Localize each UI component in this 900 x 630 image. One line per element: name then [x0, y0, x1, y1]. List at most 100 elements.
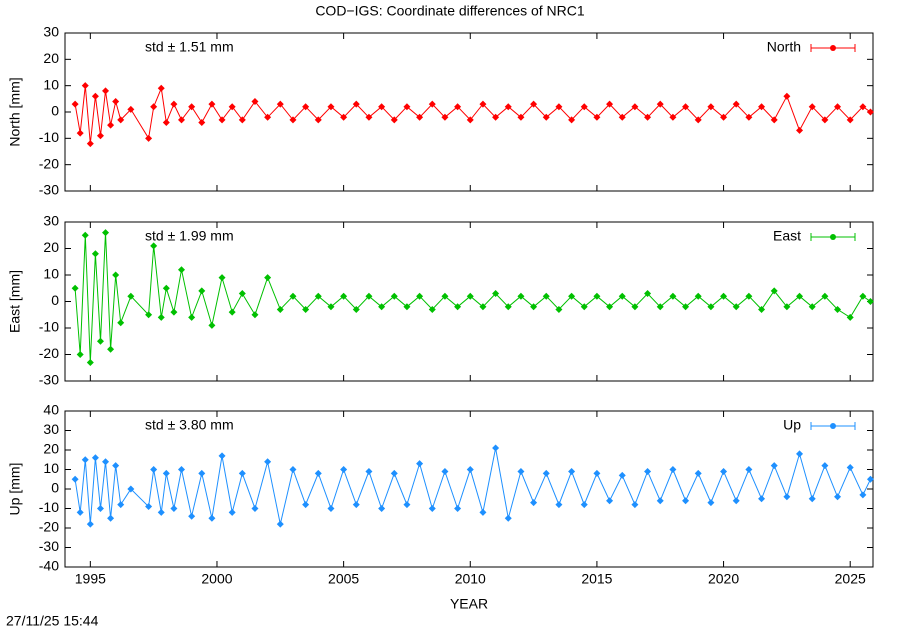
data-point: [732, 497, 740, 505]
data-point: [580, 103, 588, 111]
data-point: [821, 292, 829, 300]
data-point: [542, 469, 550, 477]
data-point: [707, 303, 715, 311]
data-point: [178, 116, 186, 124]
data-point: [530, 100, 538, 108]
data-point: [340, 113, 348, 121]
data-point: [580, 303, 588, 311]
data-point: [208, 100, 216, 108]
data-point: [378, 505, 386, 512]
x-tick-label: 2010: [455, 571, 486, 587]
y-tick-label: 30: [43, 24, 59, 40]
data-point: [162, 469, 170, 477]
data-point: [76, 129, 84, 137]
plot-frame: [64, 221, 874, 382]
y-tick-label: -30: [39, 372, 59, 388]
data-point: [618, 292, 626, 300]
y-tick-label: 20: [43, 239, 59, 255]
x-tick-label: 2000: [201, 571, 232, 587]
data-point: [403, 103, 411, 111]
data-point: [454, 505, 462, 512]
x-tick-label: 2015: [581, 571, 612, 587]
data-point: [606, 100, 614, 108]
data-point: [416, 292, 424, 300]
data-point: [81, 82, 89, 90]
data-point: [745, 292, 753, 300]
y-tick-label: 10: [43, 266, 59, 282]
data-point: [276, 520, 284, 528]
data-point: [178, 266, 186, 274]
data-point: [656, 497, 664, 505]
y-tick-label: 30: [43, 213, 59, 229]
data-point: [821, 116, 829, 124]
data-point: [102, 458, 110, 466]
data-point: [327, 505, 335, 512]
data-point: [694, 116, 702, 124]
x-axis-label: YEAR: [450, 596, 488, 612]
data-point: [228, 508, 236, 516]
data-point: [606, 497, 614, 505]
std-annotation: std ± 3.80 mm: [145, 417, 234, 433]
x-tick-label: 2020: [708, 571, 739, 587]
data-point: [127, 292, 135, 300]
data-point: [340, 292, 348, 300]
std-annotation: std ± 1.99 mm: [145, 228, 234, 244]
data-point: [504, 514, 512, 522]
data-point: [618, 113, 626, 121]
legend-label: Up: [783, 417, 801, 433]
data-point: [112, 462, 120, 470]
data-point: [208, 321, 216, 329]
data-point: [251, 97, 259, 105]
y-tick-label: 20: [43, 50, 59, 66]
data-point: [466, 466, 474, 473]
data-point: [112, 271, 120, 279]
data-point: [76, 351, 84, 358]
y-tick-label: 10: [43, 76, 59, 92]
data-point: [796, 292, 804, 300]
data-point: [264, 458, 272, 466]
data-point: [682, 103, 690, 111]
data-point: [555, 103, 563, 111]
timestamp: 27/11/25 15:44: [6, 613, 99, 629]
data-point: [846, 116, 854, 124]
data-point: [365, 467, 373, 475]
y-tick-label: -20: [39, 519, 59, 535]
data-point: [479, 303, 487, 311]
data-point: [568, 292, 576, 300]
data-point: [492, 290, 500, 298]
data-point: [403, 303, 411, 311]
data-point: [218, 274, 226, 282]
data-point: [251, 311, 259, 319]
y-tick-label: 30: [43, 421, 59, 437]
data-point: [745, 466, 753, 473]
data-point: [682, 303, 690, 311]
data-point: [378, 103, 386, 111]
data-point: [834, 103, 842, 111]
data-point: [378, 303, 386, 311]
data-point: [428, 100, 436, 108]
legend-label: North: [767, 39, 801, 55]
data-point: [107, 121, 115, 129]
data-point: [783, 493, 791, 501]
data-point: [96, 132, 104, 140]
std-annotation: std ± 1.51 mm: [145, 39, 234, 55]
data-point: [102, 87, 110, 95]
data-point: [504, 103, 512, 111]
data-point: [327, 303, 335, 311]
data-point: [517, 113, 525, 121]
data-point: [504, 303, 512, 311]
data-point: [198, 469, 206, 477]
y-tick-label: 10: [43, 460, 59, 476]
data-point: [694, 292, 702, 300]
data-point: [157, 313, 165, 321]
data-point: [866, 108, 874, 116]
data-point: [170, 308, 178, 316]
y-tick-label: -10: [39, 499, 59, 515]
data-point: [758, 495, 766, 503]
data-point: [720, 467, 728, 475]
data-point: [390, 292, 398, 300]
data-point: [631, 501, 639, 509]
data-point: [302, 305, 310, 313]
data-point: [466, 292, 474, 300]
data-point: [145, 134, 153, 142]
